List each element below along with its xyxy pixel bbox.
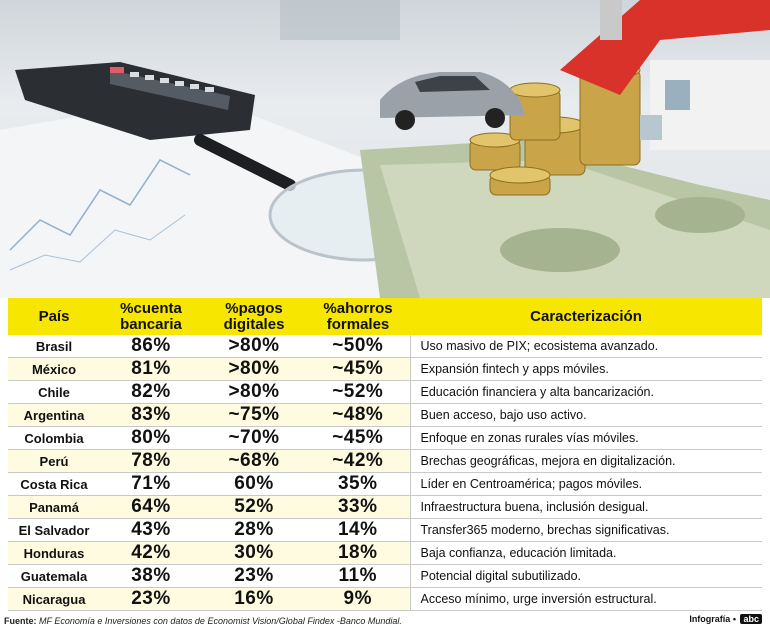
credit-note: Infografía • abc bbox=[689, 614, 762, 624]
cell-caracterizacion: Transfer365 moderno, brechas significati… bbox=[409, 518, 762, 542]
cell-pais: Guatemala bbox=[8, 564, 100, 588]
cell-cuenta: 23% bbox=[100, 587, 202, 611]
cell-pagos: 16% bbox=[202, 587, 306, 611]
cell-pagos: >80% bbox=[202, 380, 306, 404]
cell-caracterizacion: Educación financiera y alta bancarizació… bbox=[409, 380, 762, 404]
header-pais: País bbox=[8, 298, 100, 335]
cell-ahorros: ~45% bbox=[306, 357, 410, 381]
cell-ahorros: ~45% bbox=[306, 426, 410, 450]
header-ahorros-formales: %ahorros formales bbox=[306, 298, 410, 335]
cell-cuenta: 78% bbox=[100, 449, 202, 473]
cell-pais: Brasil bbox=[8, 335, 100, 358]
cell-cuenta: 42% bbox=[100, 541, 202, 565]
cell-cuenta: 83% bbox=[100, 403, 202, 427]
cell-pais: Costa Rica bbox=[8, 472, 100, 496]
cell-pais: Perú bbox=[8, 449, 100, 473]
cell-cuenta: 86% bbox=[100, 335, 202, 358]
source-text: MF Economía e Inversiones con datos de E… bbox=[39, 616, 402, 626]
table-row: Chile 82% >80% ~52% Educación financiera y a… bbox=[8, 380, 762, 404]
cell-ahorros: ~42% bbox=[306, 449, 410, 473]
table-row: Honduras 42% 30% 18% Baja confianza, educaci… bbox=[8, 541, 762, 565]
table-row: Panamá 64% 52% 33% Infraestructura buena, in… bbox=[8, 495, 762, 519]
header-cuenta-bancaria: %cuenta bancaria bbox=[100, 298, 202, 335]
cell-cuenta: 38% bbox=[100, 564, 202, 588]
cell-cuenta: 82% bbox=[100, 380, 202, 404]
calculator-icon bbox=[15, 62, 255, 140]
table-row: El Salvador 43% 28% 14% Transfer365 moderno,… bbox=[8, 518, 762, 542]
cell-caracterizacion: Enfoque en zonas rurales vías móviles. bbox=[409, 426, 762, 450]
cell-pagos: ~68% bbox=[202, 449, 306, 473]
table-row: Guatemala 38% 23% 11% Potencial digital subu… bbox=[8, 564, 762, 588]
abc-logo: abc bbox=[740, 614, 762, 624]
cell-caracterizacion: Expansión fintech y apps móviles. bbox=[409, 357, 762, 381]
cell-caracterizacion: Baja confianza, educación limitada. bbox=[409, 541, 762, 565]
table-row: Brasil 86% >80% ~50% Uso masivo de PIX; ecos… bbox=[8, 335, 762, 358]
table-row: Colombia 80% ~70% ~45% Enfoque en zonas rura… bbox=[8, 426, 762, 450]
source-note: Fuente: MF Economía e Inversiones con da… bbox=[4, 616, 402, 626]
cell-cuenta: 71% bbox=[100, 472, 202, 496]
banknotes-icon bbox=[360, 140, 770, 298]
house-icon bbox=[560, 0, 770, 150]
table-row: Nicaragua 23% 16% 9% Acceso mínimo, urge inv… bbox=[8, 587, 762, 611]
cell-caracterizacion: Líder en Centroamérica; pagos móviles. bbox=[409, 472, 762, 496]
cell-ahorros: 9% bbox=[306, 587, 410, 611]
cell-caracterizacion: Buen acceso, bajo uso activo. bbox=[409, 403, 762, 427]
cell-pais: Honduras bbox=[8, 541, 100, 565]
cell-ahorros: 14% bbox=[306, 518, 410, 542]
cell-pais: Nicaragua bbox=[8, 587, 100, 611]
table-row: Perú 78% ~68% ~42% Brechas geográficas, mejo… bbox=[8, 449, 762, 473]
table-row: México 81% >80% ~45% Expansión fintech y app… bbox=[8, 357, 762, 381]
cell-caracterizacion: Potencial digital subutilizado. bbox=[409, 564, 762, 588]
table-row: Costa Rica 71% 60% 35% Líder en Centroaméric… bbox=[8, 472, 762, 496]
cell-ahorros: ~52% bbox=[306, 380, 410, 404]
header-pagos-digitales: %pagos digitales bbox=[202, 298, 306, 335]
cell-pais: Colombia bbox=[8, 426, 100, 450]
cell-cuenta: 80% bbox=[100, 426, 202, 450]
cell-caracterizacion: Acceso mínimo, urge inversión estructura… bbox=[409, 587, 762, 611]
cell-pagos: 30% bbox=[202, 541, 306, 565]
cell-caracterizacion: Uso masivo de PIX; ecosistema avanzado. bbox=[409, 335, 762, 358]
table-header-row: País %cuenta bancaria %pagos digitales %ah… bbox=[8, 298, 762, 335]
table-row: Argentina 83% ~75% ~48% Buen acceso, bajo us… bbox=[8, 403, 762, 427]
cell-pagos: 60% bbox=[202, 472, 306, 496]
cell-pagos: 28% bbox=[202, 518, 306, 542]
cell-pagos: ~75% bbox=[202, 403, 306, 427]
cell-pagos: >80% bbox=[202, 357, 306, 381]
cell-ahorros: 35% bbox=[306, 472, 410, 496]
car-icon bbox=[380, 72, 525, 130]
cell-pais: Panamá bbox=[8, 495, 100, 519]
cell-cuenta: 81% bbox=[100, 357, 202, 381]
cell-cuenta: 43% bbox=[100, 518, 202, 542]
credit-text: Infografía • bbox=[689, 614, 736, 624]
cell-ahorros: 33% bbox=[306, 495, 410, 519]
finance-illustration bbox=[0, 0, 770, 298]
cell-pagos: ~70% bbox=[202, 426, 306, 450]
cell-pais: El Salvador bbox=[8, 518, 100, 542]
financial-inclusion-table: País %cuenta bancaria %pagos digitales %ah… bbox=[8, 298, 762, 611]
source-label: Fuente: bbox=[4, 616, 37, 626]
cell-pais: Argentina bbox=[8, 403, 100, 427]
cell-ahorros: ~48% bbox=[306, 403, 410, 427]
cell-ahorros: ~50% bbox=[306, 335, 410, 358]
cell-pagos: >80% bbox=[202, 335, 306, 358]
header-photo bbox=[0, 0, 770, 298]
cell-pais: México bbox=[8, 357, 100, 381]
cell-pagos: 23% bbox=[202, 564, 306, 588]
cell-cuenta: 64% bbox=[100, 495, 202, 519]
cell-pagos: 52% bbox=[202, 495, 306, 519]
header-caracterizacion: Caracterización bbox=[410, 298, 762, 335]
cell-caracterizacion: Brechas geográficas, mejora en digitaliz… bbox=[409, 449, 762, 473]
cell-ahorros: 11% bbox=[306, 564, 410, 588]
cell-pais: Chile bbox=[8, 380, 100, 404]
cell-ahorros: 18% bbox=[306, 541, 410, 565]
cell-caracterizacion: Infraestructura buena, inclusión desigua… bbox=[409, 495, 762, 519]
